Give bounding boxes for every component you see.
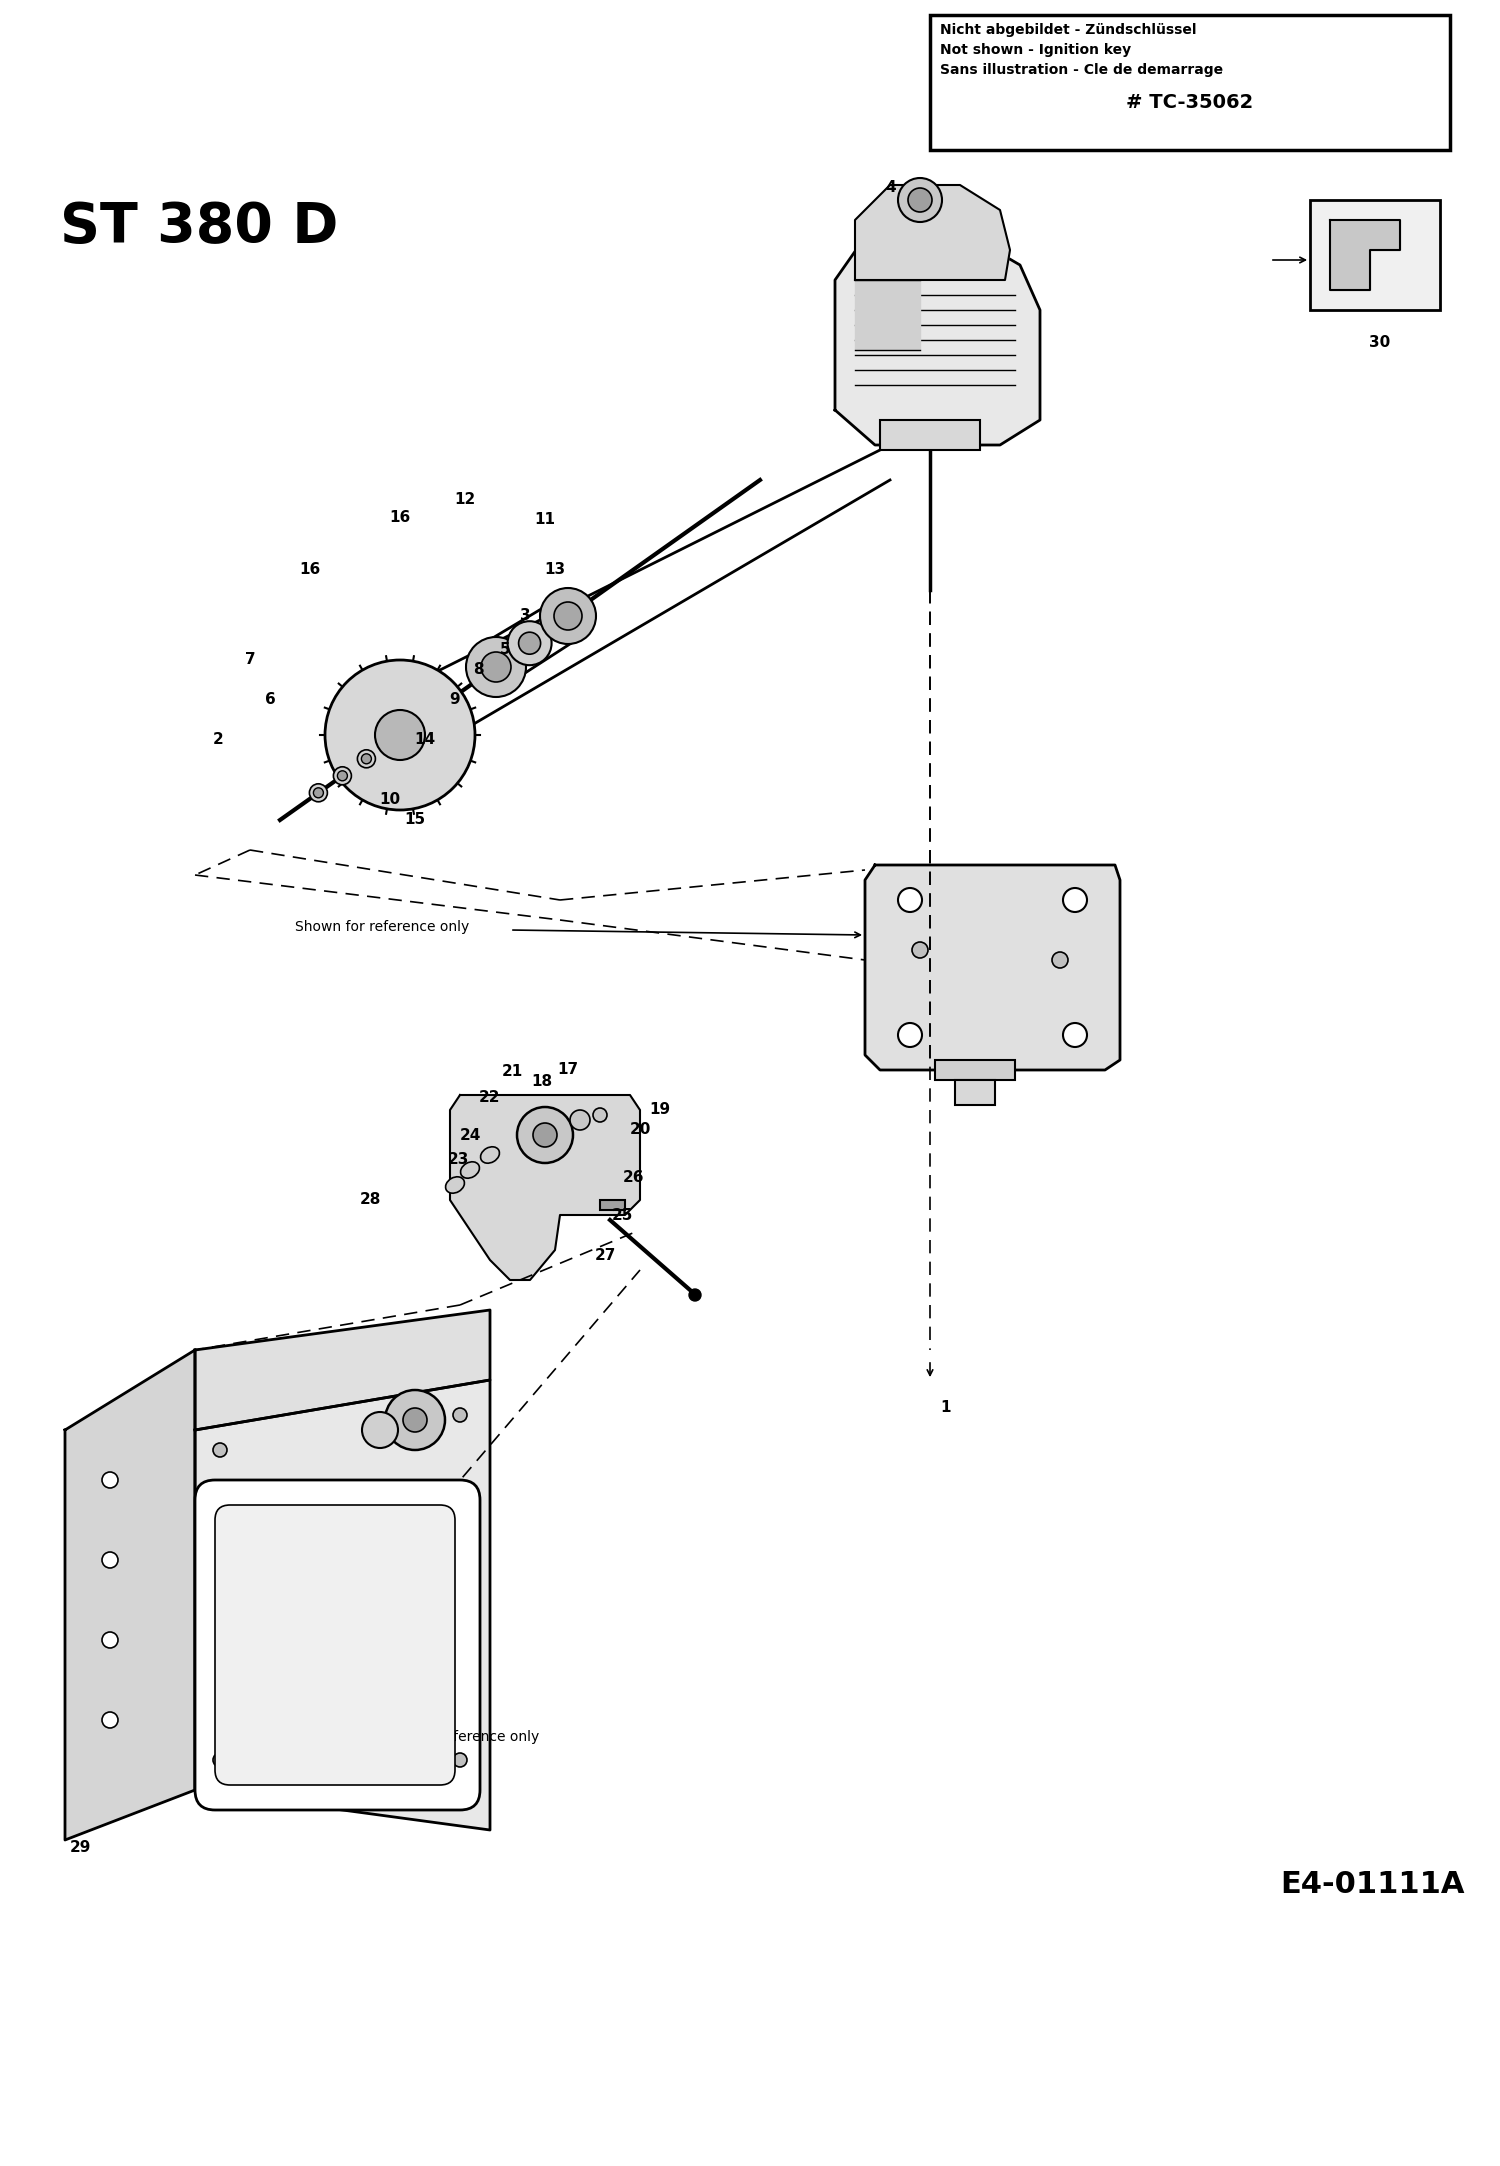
Circle shape (592, 1109, 608, 1122)
Circle shape (1064, 888, 1088, 912)
Circle shape (102, 1631, 118, 1648)
Text: 21: 21 (501, 1064, 522, 1079)
FancyBboxPatch shape (214, 1505, 454, 1785)
Circle shape (540, 587, 596, 643)
Ellipse shape (460, 1161, 480, 1178)
Circle shape (688, 1289, 700, 1302)
Circle shape (507, 622, 552, 665)
Circle shape (898, 888, 922, 912)
Circle shape (532, 1122, 556, 1148)
Text: 12: 12 (454, 492, 476, 507)
Text: 7: 7 (244, 652, 255, 667)
Circle shape (102, 1553, 118, 1568)
Text: Nicht abgebildet - Zündschlüssel: Nicht abgebildet - Zündschlüssel (940, 24, 1197, 37)
Text: 30: 30 (1370, 336, 1390, 351)
Text: 27: 27 (594, 1248, 615, 1263)
Circle shape (386, 1391, 446, 1449)
Text: 2: 2 (213, 732, 223, 747)
Bar (1310, 199, 1440, 310)
Circle shape (213, 1443, 226, 1458)
Text: 10: 10 (380, 793, 400, 808)
Text: 29: 29 (69, 1839, 90, 1854)
Text: 5: 5 (500, 643, 510, 658)
Circle shape (912, 942, 928, 957)
Text: 18: 18 (531, 1074, 552, 1089)
Text: 15: 15 (405, 812, 426, 827)
Bar (930, 15, 1450, 149)
Circle shape (898, 178, 942, 221)
Text: 19: 19 (650, 1102, 670, 1118)
Text: 28: 28 (360, 1193, 381, 1206)
Bar (600, 1200, 625, 1211)
Ellipse shape (333, 767, 351, 784)
Text: 4: 4 (885, 180, 896, 195)
Bar (956, 1081, 994, 1105)
Text: 22: 22 (480, 1089, 501, 1105)
Text: Sans illustration - Cle de demarrage: Sans illustration - Cle de demarrage (940, 63, 1222, 78)
Text: 25: 25 (612, 1206, 633, 1222)
Text: 26: 26 (622, 1170, 644, 1185)
Text: 13: 13 (544, 563, 566, 578)
Circle shape (362, 1412, 398, 1449)
FancyBboxPatch shape (195, 1479, 480, 1811)
Polygon shape (1330, 221, 1400, 290)
Circle shape (518, 1107, 573, 1163)
Polygon shape (450, 1096, 640, 1280)
Text: # TC-35062: # TC-35062 (1126, 93, 1254, 113)
Circle shape (466, 637, 526, 697)
Circle shape (314, 788, 324, 797)
Text: 23: 23 (447, 1152, 468, 1167)
Circle shape (102, 1711, 118, 1728)
Circle shape (908, 188, 932, 212)
Circle shape (570, 1109, 590, 1131)
Circle shape (519, 632, 540, 654)
Ellipse shape (480, 1146, 500, 1163)
Text: Shown for reference only: Shown for reference only (364, 1731, 540, 1744)
Circle shape (213, 1752, 226, 1767)
Text: 16: 16 (300, 563, 321, 578)
Circle shape (1064, 1022, 1088, 1046)
Ellipse shape (357, 749, 375, 767)
Circle shape (362, 754, 372, 765)
Circle shape (375, 710, 424, 760)
Text: 9: 9 (450, 693, 460, 708)
Circle shape (404, 1408, 427, 1432)
Circle shape (338, 771, 348, 780)
Circle shape (453, 1752, 466, 1767)
Text: Not shown - Ignition key: Not shown - Ignition key (940, 43, 1131, 56)
Circle shape (453, 1408, 466, 1423)
Polygon shape (855, 279, 920, 351)
Circle shape (102, 1473, 118, 1488)
Text: 20: 20 (630, 1122, 651, 1137)
Text: 1: 1 (940, 1399, 951, 1414)
Bar (934, 1059, 1016, 1081)
Polygon shape (195, 1380, 490, 1830)
Text: 8: 8 (472, 663, 483, 678)
Text: ST 380 D: ST 380 D (60, 199, 339, 253)
Polygon shape (836, 230, 1040, 444)
Text: 14: 14 (414, 732, 435, 747)
Text: 3: 3 (519, 606, 531, 622)
Text: E4-01111A: E4-01111A (1280, 1869, 1464, 1900)
Polygon shape (195, 1310, 490, 1430)
Ellipse shape (309, 784, 327, 801)
Polygon shape (855, 184, 1010, 279)
Text: 17: 17 (558, 1064, 579, 1077)
Circle shape (326, 661, 476, 810)
Polygon shape (865, 864, 1120, 1070)
Circle shape (898, 1022, 922, 1046)
Text: 6: 6 (264, 693, 276, 708)
Bar (880, 420, 980, 451)
Circle shape (554, 602, 582, 630)
Text: 16: 16 (390, 511, 411, 526)
Circle shape (1052, 953, 1068, 968)
Text: Shown for reference only: Shown for reference only (296, 921, 470, 934)
Circle shape (482, 652, 512, 682)
Ellipse shape (446, 1176, 465, 1193)
Text: 24: 24 (459, 1128, 480, 1141)
Polygon shape (64, 1349, 195, 1839)
Text: 11: 11 (534, 513, 555, 529)
